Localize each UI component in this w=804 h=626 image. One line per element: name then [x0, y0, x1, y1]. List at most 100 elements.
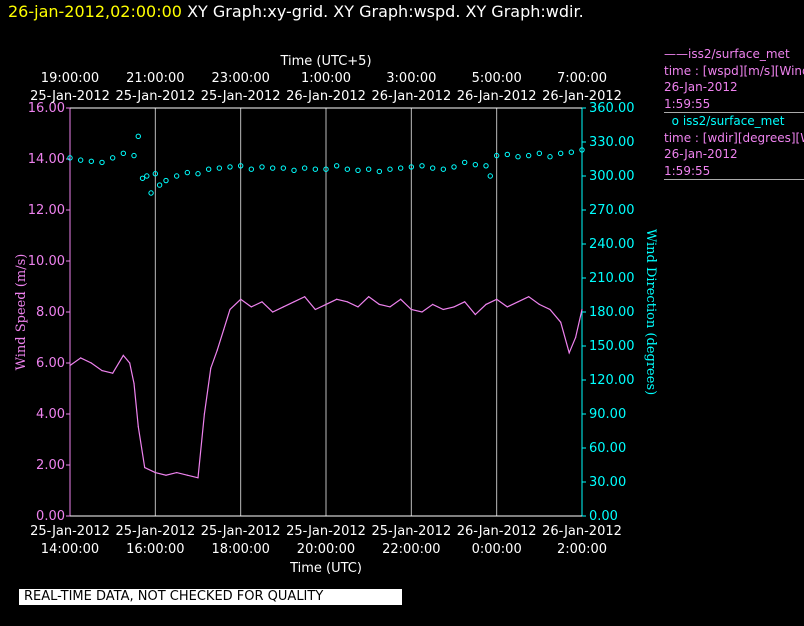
wind-direction-point	[461, 159, 468, 166]
legend-wspd-name: ——iss2/surface_met	[664, 46, 804, 63]
wind-direction-point	[77, 157, 84, 163]
wind-speed-point	[69, 364, 71, 367]
right-tick-label-5: 150.00	[589, 339, 635, 354]
wind-speed-point	[314, 308, 316, 311]
wind-direction-point	[365, 166, 372, 172]
top-tick-date-0: 25-Jan-2012	[30, 89, 110, 104]
wind-direction-point	[312, 166, 319, 172]
left-tick-label-3: 6.00	[36, 356, 65, 371]
wind-speed-point	[101, 370, 103, 372]
right-tick-label-1: 30.00	[589, 475, 626, 490]
wind-speed-point	[568, 352, 570, 354]
wind-direction-point	[163, 177, 169, 184]
wind-speed-point	[410, 308, 412, 311]
left-tick-label-6: 12.00	[28, 203, 65, 218]
bottom-tick-time-1: 16:00:00	[126, 542, 184, 557]
wind-speed-point	[240, 298, 242, 300]
top-tick-date-6: 26-Jan-2012	[542, 89, 622, 104]
wind-speed-point	[549, 308, 551, 311]
wind-direction-point	[323, 166, 329, 172]
legend-wdir-date: 26-Jan-2012	[664, 147, 738, 161]
wind-direction-point	[227, 164, 233, 170]
wind-speed-point	[357, 306, 359, 308]
header-title: 26-jan-2012,02:00:00 XY Graph:xy-grid. X…	[8, 2, 584, 21]
wind-speed-point	[112, 372, 114, 374]
wind-speed-point	[229, 308, 231, 311]
left-tick-label-5: 10.00	[28, 254, 65, 269]
wind-speed-point	[80, 357, 82, 359]
wind-direction-point	[291, 167, 297, 174]
wind-speed-point	[186, 474, 188, 476]
wind-speed-point	[496, 298, 498, 300]
wind-direction-point	[451, 164, 457, 170]
right-tick-label-3: 90.00	[589, 407, 626, 422]
legend-wspd-date: 26-Jan-2012	[664, 80, 738, 94]
wind-speed-point	[453, 306, 455, 308]
top-tick-time-5: 5:00:00	[472, 71, 522, 86]
wind-speed-point	[485, 303, 487, 305]
bottom-tick-date-0: 25-Jan-2012	[30, 524, 110, 539]
wind-direction-point	[557, 150, 564, 157]
wind-speed-point	[474, 313, 476, 316]
wind-speed-point	[336, 298, 338, 300]
bottom-tick-time-4: 22:00:00	[382, 542, 440, 557]
top-tick-date-3: 26-Jan-2012	[286, 89, 366, 104]
right-tick-label-10: 300.00	[589, 169, 635, 184]
legend-wspd-time: 1:59:55	[664, 96, 711, 111]
wind-speed-point	[400, 298, 402, 300]
wind-speed-point	[325, 303, 327, 305]
right-tick-label-7: 210.00	[589, 271, 635, 286]
wind-speed-point	[346, 301, 348, 303]
wind-speed-point	[282, 306, 284, 308]
wind-direction-point	[135, 133, 141, 140]
wind-speed-point	[203, 413, 205, 415]
bottom-tick-date-4: 25-Jan-2012	[371, 524, 451, 539]
wind-direction-point	[483, 163, 489, 169]
wind-speed-point	[581, 308, 583, 311]
wind-direction-point	[376, 168, 383, 175]
left-tick-label-4: 8.00	[36, 305, 65, 320]
wind-speed-point	[442, 308, 444, 311]
timestamp: 26-jan-2012,02:00:00	[8, 2, 182, 21]
wind-direction-point	[429, 165, 436, 171]
wind-direction-point	[131, 152, 137, 159]
right-tick-label-8: 240.00	[589, 237, 635, 252]
wind-direction-point	[216, 165, 223, 171]
legend-wspd-label: iss2/surface_met	[688, 47, 790, 61]
wind-direction-point	[301, 165, 308, 171]
left-axis-title: Wind Speed (m/s)	[14, 254, 29, 371]
top-tick-date-5: 26-Jan-2012	[457, 89, 537, 104]
wind-direction-point	[120, 150, 127, 157]
wind-direction-point	[493, 152, 500, 159]
right-tick-label-12: 360.00	[589, 101, 635, 116]
wind-speed-point	[272, 311, 274, 313]
wind-speed-point	[560, 321, 562, 323]
legend-wdir-label: iss2/surface_met	[682, 114, 785, 128]
wind-speed-point	[261, 301, 263, 303]
wind-speed-point	[432, 303, 434, 305]
right-tick-label-2: 60.00	[589, 441, 626, 456]
wind-direction-point	[259, 164, 265, 170]
wind-direction-point	[109, 155, 116, 161]
wind-direction-point	[156, 182, 163, 188]
top-tick-time-1: 21:00:00	[126, 71, 184, 86]
right-tick-label-9: 270.00	[589, 203, 635, 218]
wind-speed-point	[517, 301, 519, 303]
axis-labels: 0.00 2.00 4.00 6.00 8.00 10.00 12.00 14.00 16.00…	[14, 54, 658, 576]
wind-speed-point	[378, 303, 380, 305]
wind-direction-point	[387, 166, 393, 172]
wind-speed-point	[154, 472, 156, 474]
right-tick-label-11: 330.00	[589, 135, 635, 150]
wind-direction-point	[440, 166, 447, 172]
legend-entry-wdir: o iss2/surface_met time : [wdir][degrees…	[664, 113, 804, 180]
top-tick-date-2: 25-Jan-2012	[201, 89, 281, 104]
wind-direction-point	[152, 171, 159, 177]
wind-direction-point	[280, 165, 287, 171]
legend-wdir-detail: time : [wdir][degrees][W	[664, 130, 804, 145]
wind-speed-point	[122, 354, 124, 356]
wind-speed-point	[293, 301, 295, 303]
wind-direction-point	[525, 152, 532, 159]
top-tick-date-4: 26-Jan-2012	[371, 89, 451, 104]
top-tick-time-4: 3:00:00	[386, 71, 436, 86]
